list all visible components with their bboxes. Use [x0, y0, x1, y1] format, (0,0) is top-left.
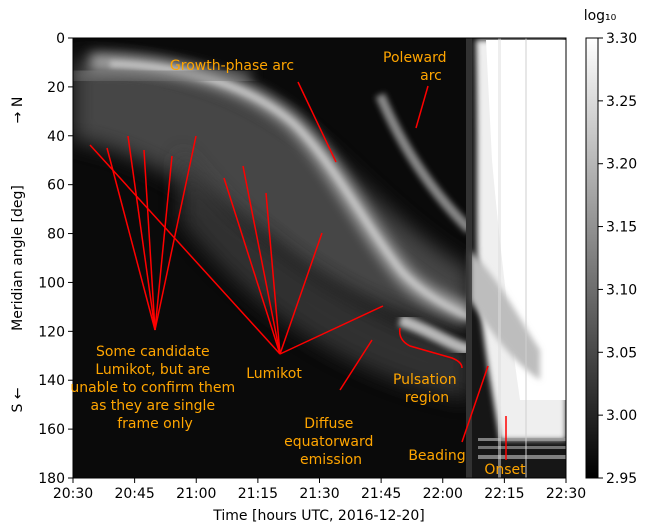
colorbar: [585, 37, 599, 479]
candidate-line-3: [143, 149, 156, 331]
y-tick-label: 20: [47, 80, 65, 96]
growth-arc-line: [297, 81, 337, 163]
candidate-line-2: [127, 135, 156, 331]
candidate-line-4: [154, 155, 173, 331]
poleward-arc-label: Poleward arc: [383, 50, 451, 84]
beading-label: Beading: [408, 448, 465, 464]
y-tick-label: 60: [47, 178, 65, 194]
lumikot-line-2: [223, 177, 281, 355]
pulsation-label: Pulsation region: [393, 372, 461, 406]
x-tick-label: 22:15: [484, 486, 524, 502]
x-tick-label: 21:15: [238, 486, 278, 502]
y-tick-label: 80: [47, 227, 65, 243]
y-tick-label: 180: [38, 471, 65, 487]
y-axis-north-label: → N: [10, 97, 26, 124]
growth-arc-label: Growth-phase arc: [170, 58, 294, 74]
lumikot-line-3: [242, 165, 281, 355]
y-tick-label: 160: [38, 422, 65, 438]
lumikot-label: Lumikot: [246, 366, 302, 382]
beading-line: [461, 365, 489, 443]
lumikot-line-1: [89, 144, 281, 355]
x-tick-label: 22:00: [423, 486, 463, 502]
y-tick-label: 140: [38, 373, 65, 389]
x-tick-label: 21:00: [176, 486, 216, 502]
annotation-labels: Growth-phase arc Poleward arc Some candi…: [70, 50, 526, 478]
colorbar-label: log₁₀: [584, 8, 617, 24]
colorbar-tick-label: 3.05: [606, 345, 637, 361]
colorbar-tick-label: 2.95: [606, 471, 637, 487]
colorbar-tick-label: 3.00: [606, 408, 637, 424]
diffuse-line: [339, 339, 373, 391]
y-tick-label: 120: [38, 324, 65, 340]
colorbar-axis: 2.95 3.00 3.05 3.10 3.15 3.20 3.25 3.30: [598, 31, 637, 487]
y-tick-label: 0: [56, 31, 65, 47]
colorbar-tick-label: 3.25: [606, 94, 637, 110]
x-tick-label: 20:45: [114, 486, 154, 502]
colorbar-tick-label: 3.15: [606, 220, 637, 236]
lumikot-line-6: [279, 305, 384, 355]
x-tick-label: 20:30: [53, 486, 93, 502]
colorbar-tick-label: 3.10: [606, 282, 637, 298]
x-tick-label: 22:30: [546, 486, 586, 502]
colorbar-tick-label: 3.30: [606, 31, 637, 47]
diffuse-label: Diffuse equatorward emission: [284, 416, 378, 468]
onset-label: Onset: [484, 462, 526, 478]
candidate-line-5: [154, 135, 197, 331]
heatmap-image: [73, 38, 566, 478]
lumikot-line-5: [279, 232, 323, 355]
x-tick-label: 21:45: [361, 486, 401, 502]
poleward-arc-line: [415, 85, 429, 129]
annotation-lines: [89, 81, 507, 460]
y-tick-label: 40: [47, 129, 65, 145]
y-axis: 0 20 40 60 80 100 120 140 160 180: [38, 31, 73, 487]
candidate-line-1: [106, 147, 156, 331]
x-tick-label: 21:30: [299, 486, 339, 502]
pulsation-bracket: [398, 327, 463, 369]
colorbar-tick-label: 3.20: [606, 157, 637, 173]
y-axis-label: Meridian angle [deg]: [10, 185, 26, 331]
x-axis: 20:30 20:45 21:00 21:15 21:30 21:45 22:00 22:15…: [53, 478, 586, 502]
candidate-label: Some candidate Lumikot, but are unable t…: [70, 344, 239, 432]
y-tick-label: 100: [38, 275, 65, 291]
lumikot-line-4: [265, 192, 281, 355]
x-axis-label: Time [hours UTC, 2016-12-20]: [212, 508, 424, 524]
y-axis-south-label: S ←: [10, 387, 26, 412]
